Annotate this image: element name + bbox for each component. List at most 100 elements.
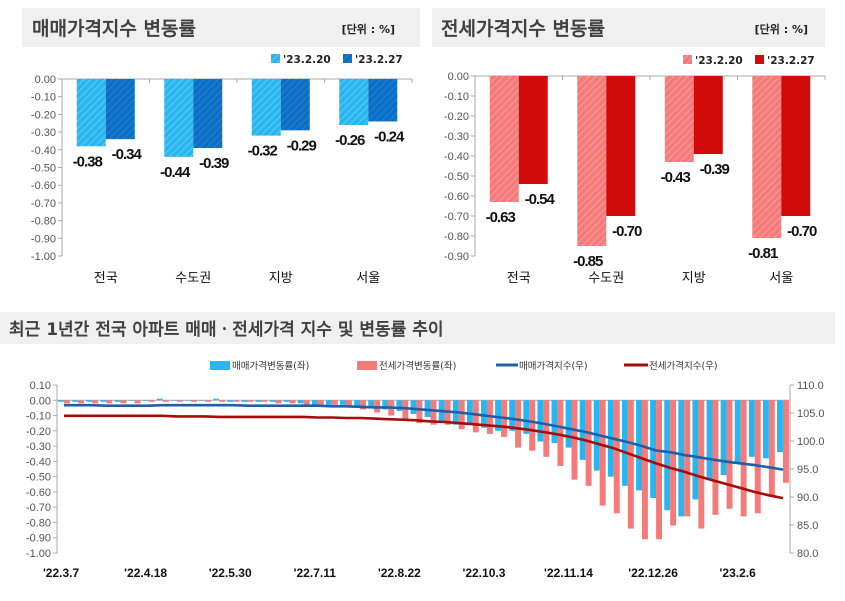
sale-change-bar bbox=[283, 400, 290, 402]
jeonse-change-bar bbox=[92, 400, 99, 404]
jeonse-change-bar bbox=[134, 400, 141, 404]
legend-label-0: '23.2.20 bbox=[695, 55, 743, 67]
jeonse-change-bar bbox=[162, 400, 169, 402]
y-tick-label: -0.40 bbox=[31, 145, 56, 157]
jeonse-change-bar bbox=[345, 400, 352, 407]
sale-change-bar bbox=[396, 400, 403, 411]
category-label: 수도권 bbox=[588, 271, 624, 286]
legend-swatch-jeonse-change bbox=[357, 361, 377, 370]
data-label: -0.32 bbox=[248, 143, 278, 160]
bar-23-2-27 bbox=[105, 79, 135, 140]
bar-23-2-27 bbox=[280, 79, 310, 131]
jeonse-change-bar bbox=[176, 400, 183, 402]
jeonse-change-bar bbox=[782, 400, 789, 483]
jeonse-change-bar bbox=[219, 400, 226, 402]
jeonse-change-bar bbox=[585, 400, 592, 486]
sale-change-bar bbox=[269, 400, 276, 402]
sale-change-bar bbox=[354, 400, 361, 407]
bar-23-2-27 bbox=[781, 76, 811, 216]
legend-swatch-0 bbox=[683, 55, 692, 64]
jeonse-change-bar bbox=[656, 400, 663, 540]
sale-change-bar bbox=[734, 400, 741, 463]
bar-23-2-27 bbox=[693, 76, 723, 154]
jeonse-change-bar bbox=[557, 400, 564, 466]
y-left-tick-label: 0.10 bbox=[30, 380, 51, 392]
legend-swatch-0 bbox=[271, 54, 280, 63]
jeonse-change-bar bbox=[571, 400, 578, 480]
sale-change-bar bbox=[678, 400, 685, 517]
jeonse-change-bar bbox=[641, 400, 648, 540]
data-label: -0.39 bbox=[199, 155, 229, 172]
y-left-tick-label: -0.40 bbox=[26, 456, 51, 468]
sale-change-bar bbox=[170, 400, 177, 401]
y-tick-label: -0.50 bbox=[31, 163, 56, 175]
data-label: -0.63 bbox=[486, 209, 516, 226]
y-right-tick-label: 110.0 bbox=[797, 380, 824, 392]
sale-change-bar bbox=[762, 400, 769, 459]
chart-title: 최근 1년간 전국 아파트 매매ㆍ전세가격 지수 및 변동률 추이 bbox=[9, 320, 444, 340]
y-tick-label: 0.00 bbox=[448, 71, 469, 83]
legend-label-1: '23.2.27 bbox=[355, 54, 403, 66]
y-tick-label: -0.70 bbox=[444, 211, 469, 223]
legend-label-jeonse-index: 전세가격지수(우) bbox=[649, 360, 718, 372]
jeonse-change-bar bbox=[543, 400, 550, 457]
jeonse-change-bar bbox=[78, 400, 85, 404]
sale-change-bar bbox=[368, 400, 375, 408]
jeonse-change-bar bbox=[416, 400, 423, 424]
sale-change-bar bbox=[241, 400, 248, 402]
y-left-tick-label: -0.70 bbox=[26, 502, 51, 514]
jeonse-change-bar bbox=[726, 400, 733, 509]
bar-23-2-20 bbox=[577, 76, 607, 246]
y-tick-label: -0.30 bbox=[444, 131, 469, 143]
y-right-tick-label: 90.0 bbox=[797, 492, 818, 504]
jeonse-change-bar bbox=[529, 400, 536, 451]
data-label: -0.81 bbox=[748, 245, 778, 262]
y-tick-label: -0.20 bbox=[444, 111, 469, 123]
jeonse-change-bar bbox=[64, 400, 70, 404]
y-tick-label: -0.90 bbox=[444, 251, 469, 263]
y-right-tick-label: 105.0 bbox=[797, 408, 825, 420]
sale-change-bar bbox=[199, 400, 206, 401]
sale-change-bar bbox=[565, 400, 572, 448]
y-tick-label: -0.10 bbox=[444, 91, 469, 103]
bar-23-2-27 bbox=[368, 79, 398, 122]
bar-23-2-20 bbox=[489, 76, 519, 202]
category-label: 전국 bbox=[507, 271, 531, 286]
sale-change-bar bbox=[777, 400, 783, 453]
bar-23-2-20 bbox=[164, 79, 194, 157]
category-label: 전국 bbox=[94, 271, 118, 286]
jeonse-change-bar bbox=[247, 400, 254, 402]
sale-change-bar bbox=[579, 400, 586, 460]
jeonse-change-bar bbox=[712, 400, 719, 515]
category-label: 지방 bbox=[682, 271, 706, 286]
y-left-tick-label: -0.10 bbox=[26, 411, 51, 423]
sale-change-bar bbox=[156, 398, 163, 401]
bar-23-2-27 bbox=[518, 76, 548, 184]
sale-change-bar bbox=[227, 400, 234, 402]
y-tick-label: 0.00 bbox=[35, 74, 56, 86]
y-tick-label: -0.50 bbox=[444, 171, 469, 183]
sale-change-bar bbox=[621, 400, 628, 486]
jeonse-change-bar bbox=[515, 400, 522, 448]
jeonse-change-bar bbox=[458, 400, 465, 430]
title-bar bbox=[22, 8, 420, 47]
jeonse-index-line bbox=[64, 414, 784, 500]
bar-23-2-20 bbox=[664, 76, 694, 162]
jeonse-change-bar bbox=[360, 400, 366, 410]
sale-change-bar bbox=[100, 400, 107, 402]
sale-change-bar bbox=[720, 400, 727, 476]
sale-change-bar bbox=[537, 400, 544, 442]
legend-label-sale-index: 매매가격지수(우) bbox=[519, 360, 588, 372]
data-label: -0.29 bbox=[287, 137, 317, 154]
jeonse-change-bar bbox=[740, 400, 747, 517]
jeonse-change-bar bbox=[289, 400, 296, 404]
y-tick-label: -0.80 bbox=[444, 231, 469, 243]
sale-change-bar bbox=[692, 400, 699, 500]
data-label: -0.24 bbox=[374, 128, 405, 145]
y-left-tick-label: -0.50 bbox=[26, 472, 51, 484]
legend-label-0: '23.2.20 bbox=[283, 54, 331, 66]
data-label: -0.54 bbox=[525, 191, 556, 208]
sale-change-bar bbox=[255, 400, 262, 402]
jeonse-change-bar bbox=[402, 400, 409, 421]
